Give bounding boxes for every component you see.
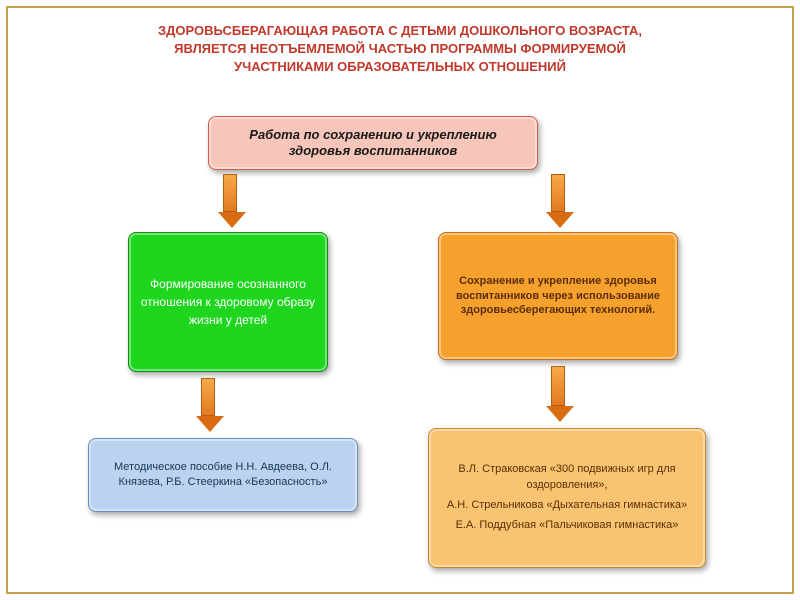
- right-branch-text: Сохранение и укрепление здоровья воспита…: [449, 274, 667, 319]
- arrow-right-down: [546, 366, 570, 422]
- left-branch-text: Формирование осознанного отношения к здо…: [139, 275, 317, 329]
- left-branch-node: Формирование осознанного отношения к здо…: [128, 232, 328, 372]
- arrow-top-to-right: [546, 174, 570, 228]
- slide-frame: ЗДОРОВЬСБЕРАГАЮЩАЯ РАБОТА С ДЕТЬМИ ДОШКО…: [6, 6, 794, 594]
- title-line-2: ЯВЛЯЕТСЯ НЕОТЪЕМЛЕМОЙ ЧАСТЬЮ ПРОГРАММЫ Ф…: [48, 40, 752, 58]
- root-node-text: Работа по сохранению и укреплению здоров…: [219, 127, 527, 160]
- slide-title: ЗДОРОВЬСБЕРАГАЮЩАЯ РАБОТА С ДЕТЬМИ ДОШКО…: [8, 8, 792, 83]
- arrow-left-down: [196, 378, 220, 432]
- bottom-right-text-1: В.Л. Страковская «300 подвижных игр для …: [439, 462, 695, 494]
- bottom-right-text-2: А.Н. Стрельникова «Дыхательная гимнастик…: [447, 498, 687, 514]
- title-line-1: ЗДОРОВЬСБЕРАГАЮЩАЯ РАБОТА С ДЕТЬМИ ДОШКО…: [48, 22, 752, 40]
- right-branch-node: Сохранение и укрепление здоровья воспита…: [438, 232, 678, 360]
- bottom-right-text-3: Е.А. Поддубная «Пальчиковая гимнастика»: [456, 518, 679, 534]
- root-node: Работа по сохранению и укреплению здоров…: [208, 116, 538, 170]
- bottom-right-node: В.Л. Страковская «300 подвижных игр для …: [428, 428, 706, 568]
- bottom-left-node: Методическое пособие Н.Н. Авдеева, О.Л. …: [88, 438, 358, 512]
- title-line-3: УЧАСТНИКАМИ ОБРАЗОВАТЕЛЬНЫХ ОТНОШЕНИЙ: [48, 58, 752, 76]
- bottom-left-text: Методическое пособие Н.Н. Авдеева, О.Л. …: [99, 460, 347, 490]
- arrow-top-to-left: [218, 174, 242, 228]
